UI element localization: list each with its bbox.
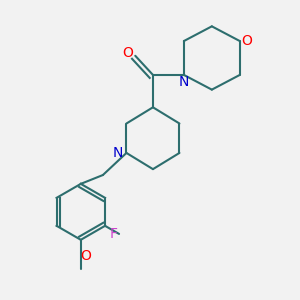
Text: F: F bbox=[110, 227, 118, 241]
Text: O: O bbox=[242, 34, 253, 48]
Text: N: N bbox=[113, 146, 123, 160]
Text: O: O bbox=[122, 46, 134, 60]
Text: N: N bbox=[179, 75, 189, 89]
Text: O: O bbox=[80, 249, 91, 263]
